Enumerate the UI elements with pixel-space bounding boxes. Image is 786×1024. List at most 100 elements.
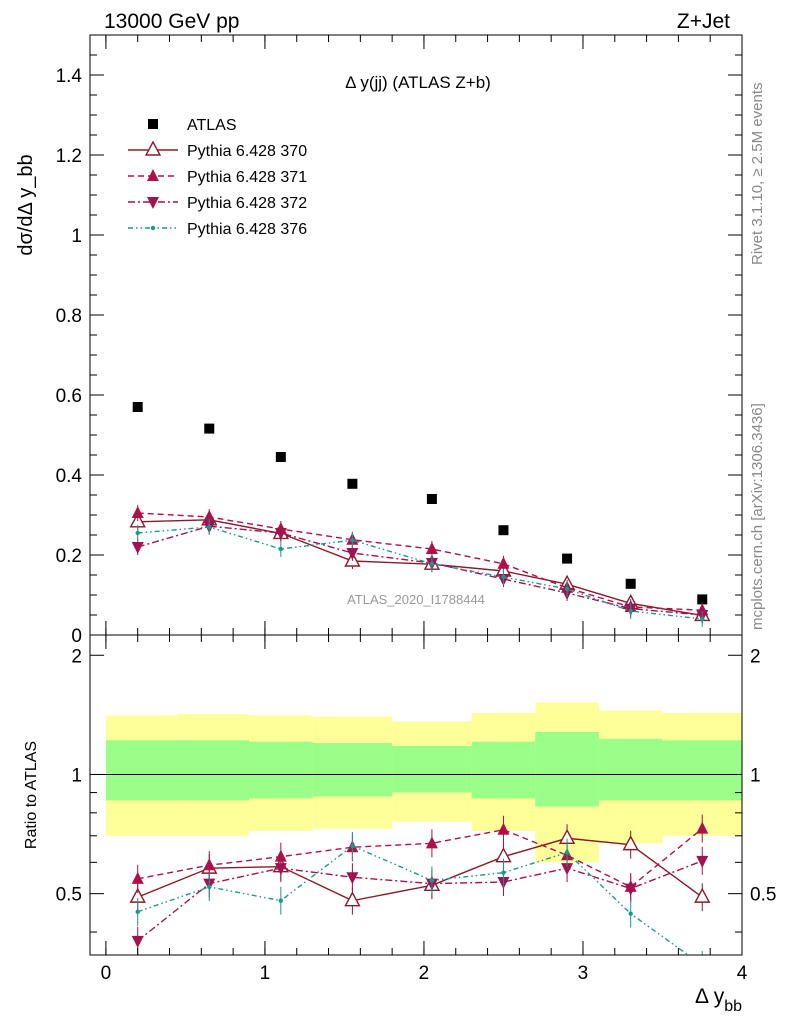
legend-label: Pythia 6.428 376: [187, 221, 307, 238]
ratio-line: [137, 845, 690, 955]
data-point: [135, 530, 140, 536]
ratio-y-axis-label: Ratio to ATLAS: [23, 741, 40, 849]
ratio-plot-frame: [89, 634, 743, 956]
green-uncertainty-band: [312, 743, 393, 797]
legend-item: Pythia 6.428 371: [128, 169, 307, 186]
data-point: [700, 616, 705, 622]
data-point: [275, 452, 286, 462]
main-y-tick-label: 1: [71, 226, 82, 247]
ratio-point: [696, 821, 709, 834]
ratio-point: [497, 822, 510, 835]
ratio-series-pythia-6-428-372: [131, 846, 709, 955]
legend-label: ATLAS: [187, 117, 237, 134]
x-axis-label-text: Δ ybb: [695, 985, 742, 1015]
green-uncertainty-band: [392, 745, 472, 793]
data-point: [628, 608, 633, 614]
data-point: [278, 546, 284, 552]
legend-item: Pythia 6.428 376: [128, 221, 307, 238]
data-point: [207, 524, 212, 530]
legend-marker: [150, 225, 156, 231]
ratio-point: [131, 871, 144, 884]
x-tick-label: 2: [419, 963, 430, 984]
data-point: [132, 402, 143, 412]
ratio-uncertainty-bands: [105, 702, 742, 863]
main-y-tick-label: 0.2: [56, 546, 82, 567]
ratio-point: [561, 863, 574, 876]
legend-label: Pythia 6.428 371: [187, 169, 307, 186]
ratio-line: [137, 860, 703, 942]
main-y-tick-label: 0.4: [56, 466, 83, 487]
ratio-point: [278, 898, 284, 903]
ratio-y-tick-label-right: 1: [750, 765, 761, 786]
process-label: Z+Jet: [677, 10, 730, 33]
legend-marker: [147, 197, 159, 209]
data-point: [347, 478, 358, 489]
legend-marker: [144, 140, 162, 156]
ratio-point: [344, 891, 361, 907]
main-chart-title: Δ y(jj) (ATLAS Z+b): [345, 73, 491, 92]
data-point: [429, 561, 435, 566]
data-point: [564, 586, 570, 592]
main-plot-panel: 0 0.2 0.4 0.6 0.8 1 1.2 1.4 Δ y(jj) (ATLAS Z+b)…: [15, 34, 743, 647]
green-uncertainty-band: [535, 732, 599, 807]
ratio-point: [624, 883, 637, 896]
green-uncertainty-band: [177, 740, 250, 801]
x-tick-label: 1: [260, 963, 271, 984]
ratio-point: [622, 835, 639, 851]
legend-label: Pythia 6.428 372: [187, 195, 307, 212]
data-point: [625, 578, 636, 589]
data-point: [498, 525, 509, 536]
green-uncertainty-band: [249, 741, 313, 799]
legend: ATLAS Pythia 6.428 370 Pythia 6.428 371 Pyt…: [128, 117, 307, 238]
series-line: [137, 512, 703, 611]
series-pythia-6-428-376: [135, 519, 705, 627]
legend-item: Pythia 6.428 370: [128, 140, 307, 160]
data-point: [131, 506, 144, 518]
ratio-point: [694, 887, 711, 903]
ratio-line: [137, 828, 703, 888]
data-point: [274, 528, 287, 540]
ratio-series-clipped: [129, 814, 711, 967]
mcplots-label: mcplots.cern.ch [arXiv:1306.3436]: [749, 403, 766, 630]
data-point: [204, 423, 215, 434]
x-tick-label: 0: [101, 963, 112, 984]
legend-marker: [148, 119, 158, 129]
ratio-point: [700, 963, 704, 967]
ratio-point: [350, 843, 355, 849]
ratio-series-pythia-6-428-376: [135, 831, 704, 967]
data-point: [426, 494, 437, 504]
rivet-label: Rivet 3.1.10, ≥ 2.5M events: [749, 83, 766, 266]
x-tick-labels: 0 1 2 3 4: [101, 963, 748, 984]
legend-item: ATLAS: [148, 117, 237, 134]
ratio-y-tick-label: 1: [71, 765, 82, 786]
ratio-point: [628, 911, 633, 916]
ratio-y-tick-label-right: 2: [750, 646, 761, 667]
ratio-plot-panel: 0.5 0.5 1 1 2 2 0 1 2 3 4 Ratio to ATLAS Δ ybb: [23, 634, 777, 1015]
green-uncertainty-band: [598, 738, 663, 801]
ratio-point: [274, 863, 287, 876]
ratio-y-tick-labels: 0.5 0.5 1 1 2 2: [56, 646, 777, 905]
legend-item: Pythia 6.428 372: [128, 195, 307, 212]
x-axis-label: Δ ybb: [695, 985, 742, 1015]
legend-marker: [147, 169, 159, 181]
ratio-point: [696, 855, 709, 868]
data-point: [346, 548, 359, 560]
ratio-line: [137, 837, 703, 902]
ratio-y-tick-label: 0.5: [56, 885, 82, 906]
main-series-group: [129, 402, 711, 627]
ratio-y-tick-label-right: 0.5: [750, 885, 776, 906]
ratio-point: [501, 870, 506, 875]
data-point: [501, 574, 506, 580]
main-y-tick-label: 0.6: [56, 386, 82, 407]
main-axis-ticks: [90, 34, 743, 636]
data-point: [203, 510, 216, 522]
main-y-tick-label: 1.4: [56, 66, 83, 87]
main-y-tick-label: 1.2: [56, 146, 82, 167]
green-uncertainty-band: [105, 740, 178, 801]
x-tick-label: 4: [737, 963, 748, 984]
ratio-point: [203, 858, 216, 871]
ratio-series-group: [129, 814, 711, 967]
x-axis-label-main: Δ y: [695, 985, 725, 1008]
data-point: [697, 594, 708, 605]
